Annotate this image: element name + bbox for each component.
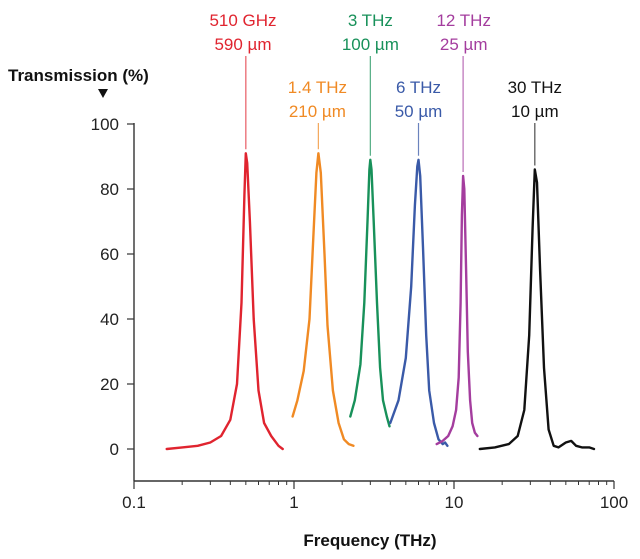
peak-labels: 510 GHz 590 µm 1.4 THz 210 µm 3 THz 100 µm 6 T… [209, 11, 562, 172]
y-tick-label: 0 [110, 440, 119, 459]
y-tick-label: 80 [100, 180, 119, 199]
peak-label-wavelength: 25 µm [440, 35, 488, 54]
peak-label-wavelength: 100 µm [342, 35, 399, 54]
peak-label-frequency: 510 GHz [209, 11, 276, 30]
y-axis-title: Transmission (%) [8, 66, 149, 85]
series-line-510-ghz [165, 152, 284, 451]
series-layer [165, 152, 596, 451]
y-tick-label: 20 [100, 375, 119, 394]
x-tick-label: 1 [289, 493, 298, 512]
x-axis-ticks: 0.1 1 10 100 [122, 481, 628, 512]
peak-label-frequency: 6 THz [396, 78, 441, 97]
peak-label-frequency: 12 THz [436, 11, 491, 30]
peak-label-wavelength: 210 µm [289, 102, 346, 121]
y-tick-label: 40 [100, 310, 119, 329]
x-tick-label: 0.1 [122, 493, 146, 512]
y-axis-arrow-marker [98, 89, 108, 98]
y-tick-label: 100 [91, 115, 119, 134]
series-line-3-thz [349, 158, 391, 428]
series-line-1.4-thz [291, 152, 355, 447]
y-axis-ticks: 0 20 40 60 80 100 [91, 115, 134, 459]
peak-label-wavelength: 50 µm [395, 102, 443, 121]
y-tick-label: 60 [100, 245, 119, 264]
x-tick-label: 100 [600, 493, 628, 512]
x-tick-label: 10 [445, 493, 464, 512]
series-line-30-thz [478, 168, 596, 451]
peak-label-wavelength: 590 µm [214, 35, 271, 54]
series-line-6-thz [389, 158, 449, 447]
series-line-12-thz [435, 174, 479, 446]
peak-label-frequency: 3 THz [348, 11, 393, 30]
peak-label-frequency: 30 THz [508, 78, 563, 97]
x-axis-title: Frequency (THz) [303, 531, 436, 550]
peak-label-wavelength: 10 µm [511, 102, 559, 121]
peak-label-frequency: 1.4 THz [288, 78, 347, 97]
